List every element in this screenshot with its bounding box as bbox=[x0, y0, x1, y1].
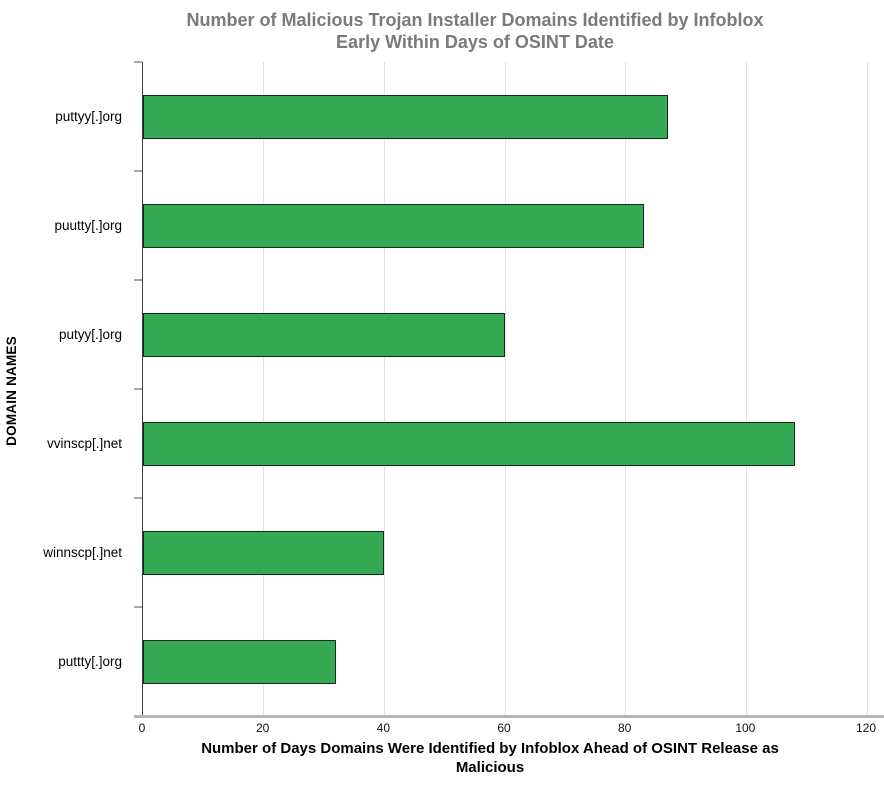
y-tick-label: putyy[.]org bbox=[58, 326, 122, 342]
x-tick-label-40: 40 bbox=[376, 721, 390, 735]
gridline-x-60 bbox=[504, 62, 506, 716]
x-tick-label-60: 60 bbox=[497, 721, 511, 735]
y-tick-label: vvinscp[.]net bbox=[46, 435, 122, 451]
bar-puttty-org bbox=[143, 639, 337, 684]
x-tick-label-20: 20 bbox=[255, 721, 270, 735]
y-axis-tick bbox=[134, 388, 142, 390]
y-tick-label: puttyy[.]org bbox=[55, 108, 122, 124]
y-axis-tick bbox=[134, 606, 142, 608]
y-axis-tick bbox=[134, 170, 142, 172]
y-tick-label: puutty[.]org bbox=[54, 217, 122, 233]
gridline-x-100 bbox=[745, 62, 747, 716]
bar-vvinscp-net bbox=[143, 421, 795, 466]
bar-putyy-org bbox=[143, 312, 505, 357]
x-axis-title-line-1: Number of Days Domains Were Identified b… bbox=[201, 740, 779, 757]
y-tick-label: puttty[.]org bbox=[58, 653, 122, 669]
y-axis-tick bbox=[134, 279, 142, 281]
x-axis-title-line-2: Malicious bbox=[455, 759, 525, 776]
x-axis-line bbox=[134, 715, 884, 718]
bar-puttyy-org bbox=[143, 94, 668, 139]
gridline-x-80 bbox=[625, 62, 627, 716]
y-axis-title: DOMAIN NAMES bbox=[4, 336, 19, 446]
plot-area bbox=[134, 61, 868, 717]
bar-puutty-org bbox=[143, 203, 644, 248]
y-axis-tick bbox=[134, 497, 142, 499]
chart-title: Number of Malicious Trojan Installer Dom… bbox=[66, 9, 884, 53]
x-tick-label-80: 80 bbox=[617, 721, 632, 735]
y-axis-tick bbox=[134, 61, 142, 63]
x-tick-label-100: 100 bbox=[735, 721, 756, 735]
gridline-x-120 bbox=[866, 62, 868, 716]
x-axis-title: Number of Days Domains Were Identified b… bbox=[128, 739, 852, 777]
bar-winnscp-net bbox=[143, 530, 385, 575]
x-tick-label-0: 0 bbox=[138, 721, 146, 735]
chart-title-line-1: Number of Malicious Trojan Installer Dom… bbox=[186, 10, 764, 30]
gridline-x-20 bbox=[263, 62, 265, 716]
x-tick-label-120: 120 bbox=[855, 721, 877, 735]
y-tick-label: winnscp[.]net bbox=[43, 544, 122, 560]
gridline-x-40 bbox=[383, 62, 385, 716]
chart-title-line-2: Early Within Days of OSINT Date bbox=[336, 32, 614, 52]
